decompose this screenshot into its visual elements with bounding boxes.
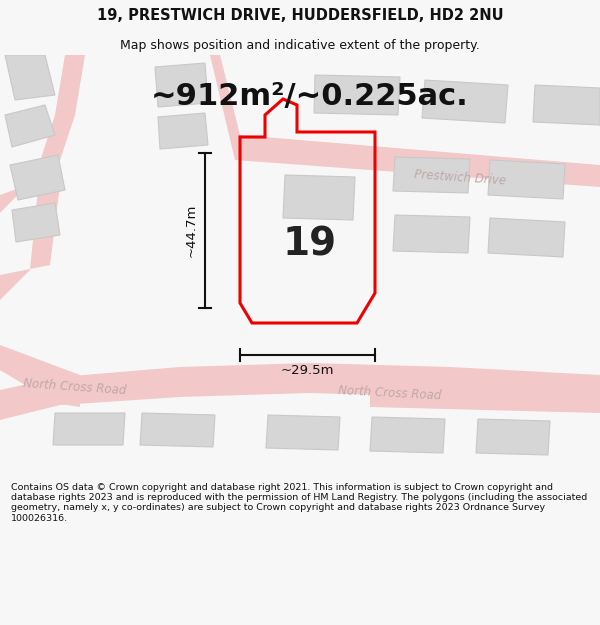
- Text: North Cross Road: North Cross Road: [23, 377, 127, 397]
- Polygon shape: [140, 413, 215, 447]
- Polygon shape: [370, 380, 600, 413]
- Text: North Cross Road: North Cross Road: [338, 384, 442, 402]
- Text: Contains OS data © Crown copyright and database right 2021. This information is : Contains OS data © Crown copyright and d…: [11, 482, 587, 522]
- Text: Map shows position and indicative extent of the property.: Map shows position and indicative extent…: [120, 39, 480, 52]
- Polygon shape: [5, 55, 55, 100]
- Polygon shape: [0, 185, 60, 300]
- Polygon shape: [283, 175, 355, 220]
- Polygon shape: [12, 203, 60, 242]
- Polygon shape: [0, 345, 80, 407]
- Polygon shape: [10, 155, 65, 200]
- Polygon shape: [488, 218, 565, 257]
- Polygon shape: [0, 55, 85, 213]
- Polygon shape: [155, 63, 208, 107]
- Polygon shape: [422, 80, 508, 123]
- Polygon shape: [476, 419, 550, 455]
- Text: ~29.5m: ~29.5m: [281, 364, 334, 378]
- Polygon shape: [53, 413, 125, 445]
- Polygon shape: [5, 105, 55, 147]
- Polygon shape: [393, 157, 470, 193]
- Polygon shape: [0, 363, 600, 420]
- Text: Prestwich Drive: Prestwich Drive: [413, 168, 506, 187]
- Text: 19: 19: [283, 226, 337, 264]
- Text: ~912m²/~0.225ac.: ~912m²/~0.225ac.: [151, 82, 469, 111]
- Polygon shape: [266, 415, 340, 450]
- Polygon shape: [210, 55, 600, 187]
- Polygon shape: [314, 75, 400, 115]
- Text: 19, PRESTWICH DRIVE, HUDDERSFIELD, HD2 2NU: 19, PRESTWICH DRIVE, HUDDERSFIELD, HD2 2…: [97, 8, 503, 23]
- Polygon shape: [158, 113, 208, 149]
- Polygon shape: [533, 85, 600, 125]
- Text: ~44.7m: ~44.7m: [185, 204, 197, 258]
- Polygon shape: [370, 417, 445, 453]
- Polygon shape: [393, 215, 470, 253]
- Polygon shape: [488, 160, 565, 199]
